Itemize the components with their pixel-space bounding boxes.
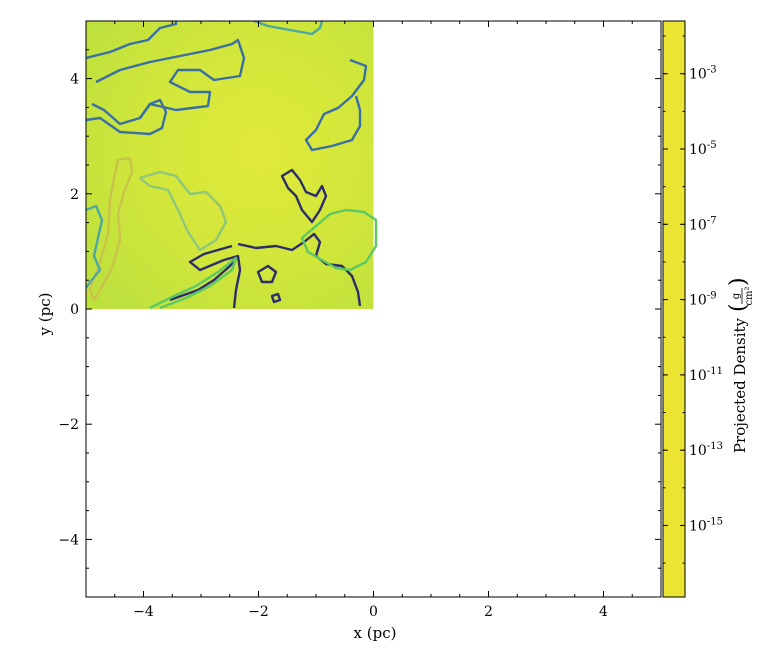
colorbar-tick-exponent: -15: [707, 516, 723, 527]
density-contours: [86, 21, 378, 310]
x-axis-tick-labels: −4 −2 0 2 4: [133, 604, 608, 620]
contour-dark-finger: [280, 168, 328, 224]
colorbar-tick-exponent: -13: [707, 441, 723, 452]
contour-mid-streak: [138, 170, 228, 252]
colorbar-unit-close-paren: ): [726, 277, 751, 286]
colorbar-tick-exponent: -9: [707, 291, 717, 302]
contour-left-edge: [86, 204, 104, 289]
x-tick-label: −2: [248, 604, 269, 620]
contour-dark-dot: [270, 292, 282, 304]
colorbar-label: Projected Density ( g cm² ): [726, 277, 755, 453]
colorbar-tick-exponent: -5: [707, 140, 717, 151]
colorbar-unit-numerator: g: [731, 292, 742, 299]
colorbar-unit-open-paren: (: [726, 303, 751, 312]
y-tick-label: 4: [70, 72, 79, 88]
y-tick-label: −2: [58, 417, 79, 433]
contour-bottom-diagonal: [149, 256, 238, 310]
colorbar-tick-label: 10-9: [689, 291, 717, 309]
colorbar-tick-label: 10-11: [689, 366, 723, 384]
colorbar-tick-label: 10-15: [689, 516, 723, 534]
colorbar-tick-exponent: -7: [707, 215, 717, 226]
contour-dark-small: [256, 264, 278, 284]
x-tick-label: −4: [133, 604, 154, 620]
contour-lower-left-blob: [86, 98, 168, 136]
x-tick-label: 0: [369, 604, 378, 620]
colorbar-bar: [662, 20, 686, 598]
colorbar-tick-label: 10-5: [689, 140, 717, 158]
contour-top-left: [86, 21, 178, 60]
y-axis-ticks: [86, 20, 661, 598]
contour-green-right: [300, 208, 378, 272]
x-axis-label: x (pc): [354, 624, 397, 642]
colorbar-tick-label: 10-7: [689, 215, 717, 233]
y-axis-tick-labels: −4 −2 0 2 4: [58, 72, 79, 549]
x-tick-label: 2: [484, 604, 493, 620]
contour-top-mid: [253, 21, 324, 36]
x-axis-ticks: [85, 21, 662, 597]
colorbar-tick-exponent: -3: [707, 65, 717, 76]
colorbar-tick-label: 10-13: [689, 441, 723, 459]
contour-left-streak: [88, 156, 134, 302]
contour-right-upper: [304, 58, 368, 152]
colorbar-label-text: Projected Density: [731, 317, 749, 453]
x-tick-label: 4: [599, 604, 608, 620]
colorbar-tick-exponent: -11: [707, 366, 723, 377]
y-tick-label: 0: [70, 302, 79, 318]
y-tick-label: −4: [58, 532, 79, 548]
colorbar-minor-ticks: [663, 35, 685, 564]
y-tick-label: 2: [70, 187, 79, 203]
colorbar-tick-label: 10-3: [689, 65, 717, 83]
colorbar-unit-denominator: cm²: [744, 286, 755, 305]
density-map: [86, 21, 378, 310]
colorbar: 10-3 10-5 10-7 10-9 10-11 10-13 10-15 Projecte…: [662, 20, 755, 598]
y-axis-label: y (pc): [36, 293, 54, 337]
